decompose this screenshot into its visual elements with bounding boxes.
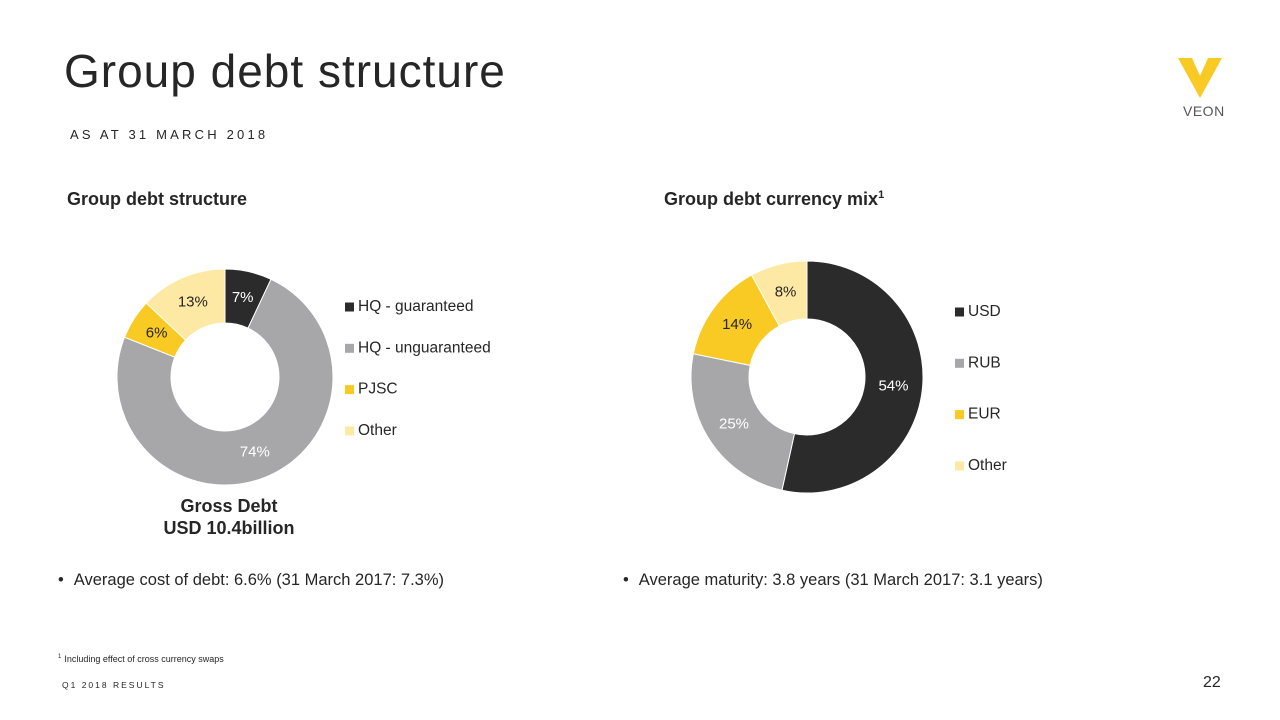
logo-mark xyxy=(1178,58,1222,98)
donut-segment xyxy=(116,278,334,486)
chart-title-text: Group debt currency mix xyxy=(664,189,879,209)
legend-swatch xyxy=(955,358,964,368)
footnote-ref: 1 xyxy=(878,189,885,201)
logo-text: VEON xyxy=(1183,103,1225,119)
legend-swatch xyxy=(345,302,354,312)
legend-label: Other xyxy=(968,457,1007,474)
annotation: USD 10.4billion xyxy=(163,518,294,538)
legend-label: EUR xyxy=(968,406,1001,423)
data-label: 14% xyxy=(722,316,752,333)
data-label: 74% xyxy=(240,443,270,460)
legend-label: USD xyxy=(968,303,1001,320)
legend-label: RUB xyxy=(968,354,1001,371)
annotation: Gross Debt xyxy=(180,496,277,516)
donut-segment xyxy=(690,353,796,491)
bullet: Average maturity: 3.8 years (31 March 20… xyxy=(623,571,1043,590)
bullet: Average cost of debt: 6.6% (31 March 201… xyxy=(58,571,444,590)
chart-title: Group debt currency mix1 xyxy=(664,189,884,210)
legend-swatch xyxy=(345,343,354,353)
legend-swatch xyxy=(345,385,354,395)
footnote: 1 Including effect of cross currency swap… xyxy=(58,654,224,664)
legend-label: PJSC xyxy=(358,381,398,398)
page-number: 22 xyxy=(1203,674,1221,691)
footer: Q1 2018 RESULTS xyxy=(62,680,166,690)
data-label: 25% xyxy=(719,415,749,432)
legend-label: Other xyxy=(358,422,397,439)
data-label: 13% xyxy=(178,294,208,311)
slide-title: Group debt structure xyxy=(64,45,506,97)
donut-segment xyxy=(145,268,226,341)
data-label: 7% xyxy=(232,289,254,306)
chart-title: Group debt structure xyxy=(67,189,248,209)
donut-segment xyxy=(781,260,924,494)
legend-swatch xyxy=(955,307,964,317)
donut-segment xyxy=(750,260,808,327)
legend-swatch xyxy=(955,461,964,471)
legend-label: HQ - unguaranteed xyxy=(358,339,491,356)
charts: 7% HQ - guaranteed 74% HQ - unguaranteed 6% P… xyxy=(116,260,1007,538)
logo-v xyxy=(1178,58,1222,98)
legend-swatch xyxy=(345,426,354,436)
slide-subtitle: AS AT 31 MARCH 2018 xyxy=(70,127,269,142)
legend-swatch xyxy=(955,410,964,420)
data-label: 8% xyxy=(775,284,797,301)
data-label: 54% xyxy=(878,377,908,394)
legend-label: HQ - guaranteed xyxy=(358,298,473,315)
data-label: 6% xyxy=(146,325,168,342)
footnote-mark: 1 xyxy=(58,654,62,660)
footnote-text: Including effect of cross currency swaps xyxy=(64,654,224,664)
